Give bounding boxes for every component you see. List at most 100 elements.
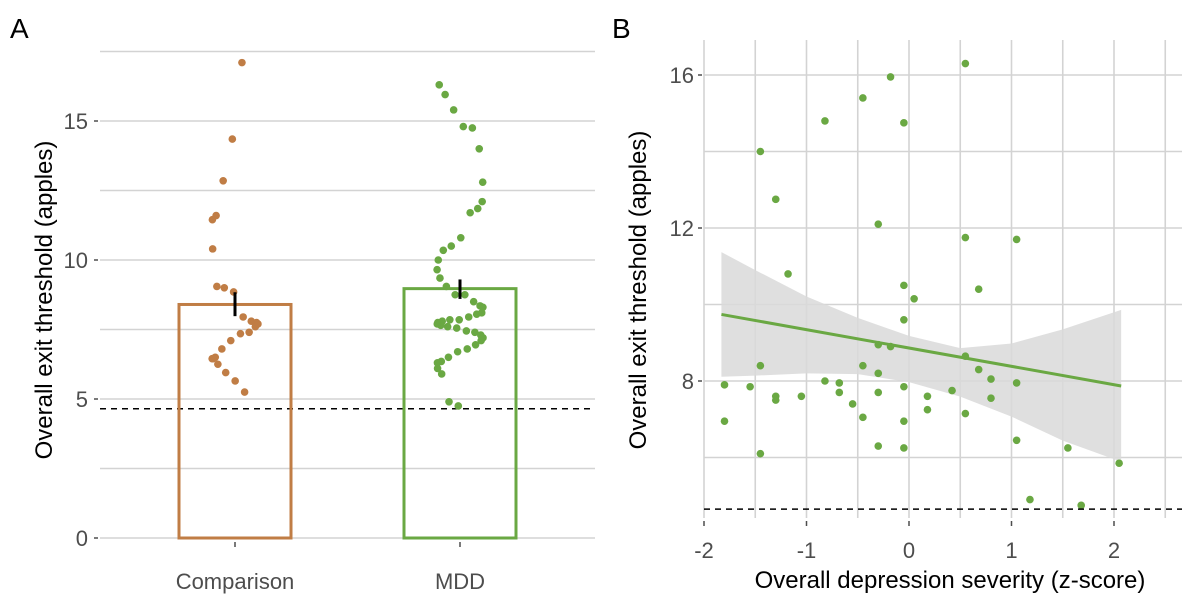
- panel-a-grid: [100, 50, 595, 539]
- panel-a-points: [208, 58, 487, 410]
- data-point: [444, 353, 453, 362]
- data-point: [435, 81, 444, 89]
- data-point: [475, 145, 484, 153]
- data-point: [471, 328, 479, 337]
- data-point: [441, 90, 449, 99]
- data-point: [1012, 379, 1021, 387]
- data-point: [874, 442, 883, 450]
- panel-a-error-bars: [233, 279, 462, 317]
- data-point: [466, 208, 474, 217]
- data-point: [469, 297, 478, 306]
- data-point: [442, 282, 451, 291]
- y-tick-label: 8: [682, 369, 694, 394]
- panel-a-y-axis-title: Overall exit threshold (apples): [31, 141, 58, 460]
- panel-b-x-ticks: -2 -1 0 1 2: [694, 521, 1120, 563]
- y-tick-label: 16: [670, 63, 694, 88]
- data-point: [974, 285, 983, 294]
- data-point: [439, 246, 448, 255]
- x-tick-label: 2: [1108, 538, 1120, 563]
- data-point: [874, 220, 883, 228]
- data-point: [447, 242, 456, 250]
- data-point: [720, 417, 729, 425]
- panel-b-x-axis-title: Overall depression severity (z-score): [755, 567, 1146, 594]
- data-point: [449, 106, 458, 114]
- data-point: [478, 178, 487, 186]
- data-point: [473, 204, 482, 213]
- data-point: [209, 354, 217, 363]
- data-point: [859, 94, 867, 102]
- data-point: [900, 119, 908, 127]
- data-point: [228, 135, 237, 143]
- data-point: [461, 290, 469, 299]
- data-point: [239, 313, 247, 321]
- panel-b-y-axis-title: Overall exit threshold (apples): [625, 131, 652, 450]
- x-tick-label: -1: [797, 538, 817, 563]
- data-point: [236, 329, 245, 338]
- data-point: [771, 195, 780, 204]
- data-point: [436, 321, 445, 330]
- data-point: [900, 382, 908, 391]
- data-point: [433, 364, 442, 373]
- panel-b-label: B: [612, 13, 631, 44]
- panel-a-y-ticks: 0 5 10 15: [64, 109, 98, 551]
- data-point: [859, 413, 867, 422]
- data-point: [434, 256, 443, 264]
- data-point: [240, 388, 249, 396]
- data-point: [445, 397, 453, 406]
- data-point: [456, 233, 465, 242]
- data-point: [923, 392, 932, 401]
- data-point: [1026, 495, 1034, 504]
- data-point: [1077, 501, 1085, 510]
- panel-a-bars: [177, 287, 518, 540]
- data-point: [1064, 444, 1072, 452]
- x-tick-label: -2: [694, 538, 714, 563]
- data-point: [436, 274, 444, 282]
- data-point: [910, 294, 918, 303]
- bar-comparison: [177, 302, 293, 540]
- bar-mdd: [402, 287, 518, 540]
- panel-b-trend-line: [721, 312, 1122, 388]
- data-point: [218, 345, 226, 353]
- data-point: [251, 322, 260, 331]
- data-point: [208, 215, 217, 224]
- data-point: [462, 327, 471, 335]
- data-point: [987, 394, 995, 403]
- data-point: [453, 347, 462, 356]
- data-point: [900, 316, 908, 324]
- data-point: [231, 377, 239, 385]
- data-point: [720, 381, 729, 389]
- data-point: [835, 379, 844, 387]
- data-point: [835, 388, 844, 397]
- data-point: [797, 392, 806, 401]
- data-point: [443, 322, 452, 331]
- data-point: [900, 417, 908, 425]
- data-point: [464, 313, 473, 321]
- data-point: [463, 345, 472, 353]
- data-point: [874, 369, 883, 378]
- data-point: [874, 388, 883, 397]
- x-tick-label: 1: [1005, 538, 1017, 563]
- data-point: [900, 281, 908, 290]
- panel-b-y-ticks: 8 12 16: [670, 63, 702, 394]
- data-point: [1115, 459, 1123, 468]
- data-point: [756, 147, 765, 156]
- y-tick-label: 15: [64, 109, 88, 134]
- data-point: [746, 382, 754, 391]
- data-point: [987, 375, 995, 383]
- data-point: [433, 359, 442, 367]
- data-point: [245, 328, 253, 337]
- data-point: [459, 122, 468, 131]
- data-point: [454, 402, 463, 410]
- data-point: [961, 233, 970, 242]
- panel-a: A 0 5 10 15 Comparison MDD Overall exit thre…: [10, 13, 595, 594]
- data-point: [437, 370, 446, 378]
- data-point: [452, 324, 461, 332]
- data-point: [226, 336, 235, 345]
- data-point: [961, 409, 970, 418]
- data-point: [219, 176, 227, 185]
- data-point: [821, 377, 829, 385]
- data-point: [756, 361, 765, 370]
- data-point: [900, 444, 908, 452]
- data-point: [208, 245, 217, 253]
